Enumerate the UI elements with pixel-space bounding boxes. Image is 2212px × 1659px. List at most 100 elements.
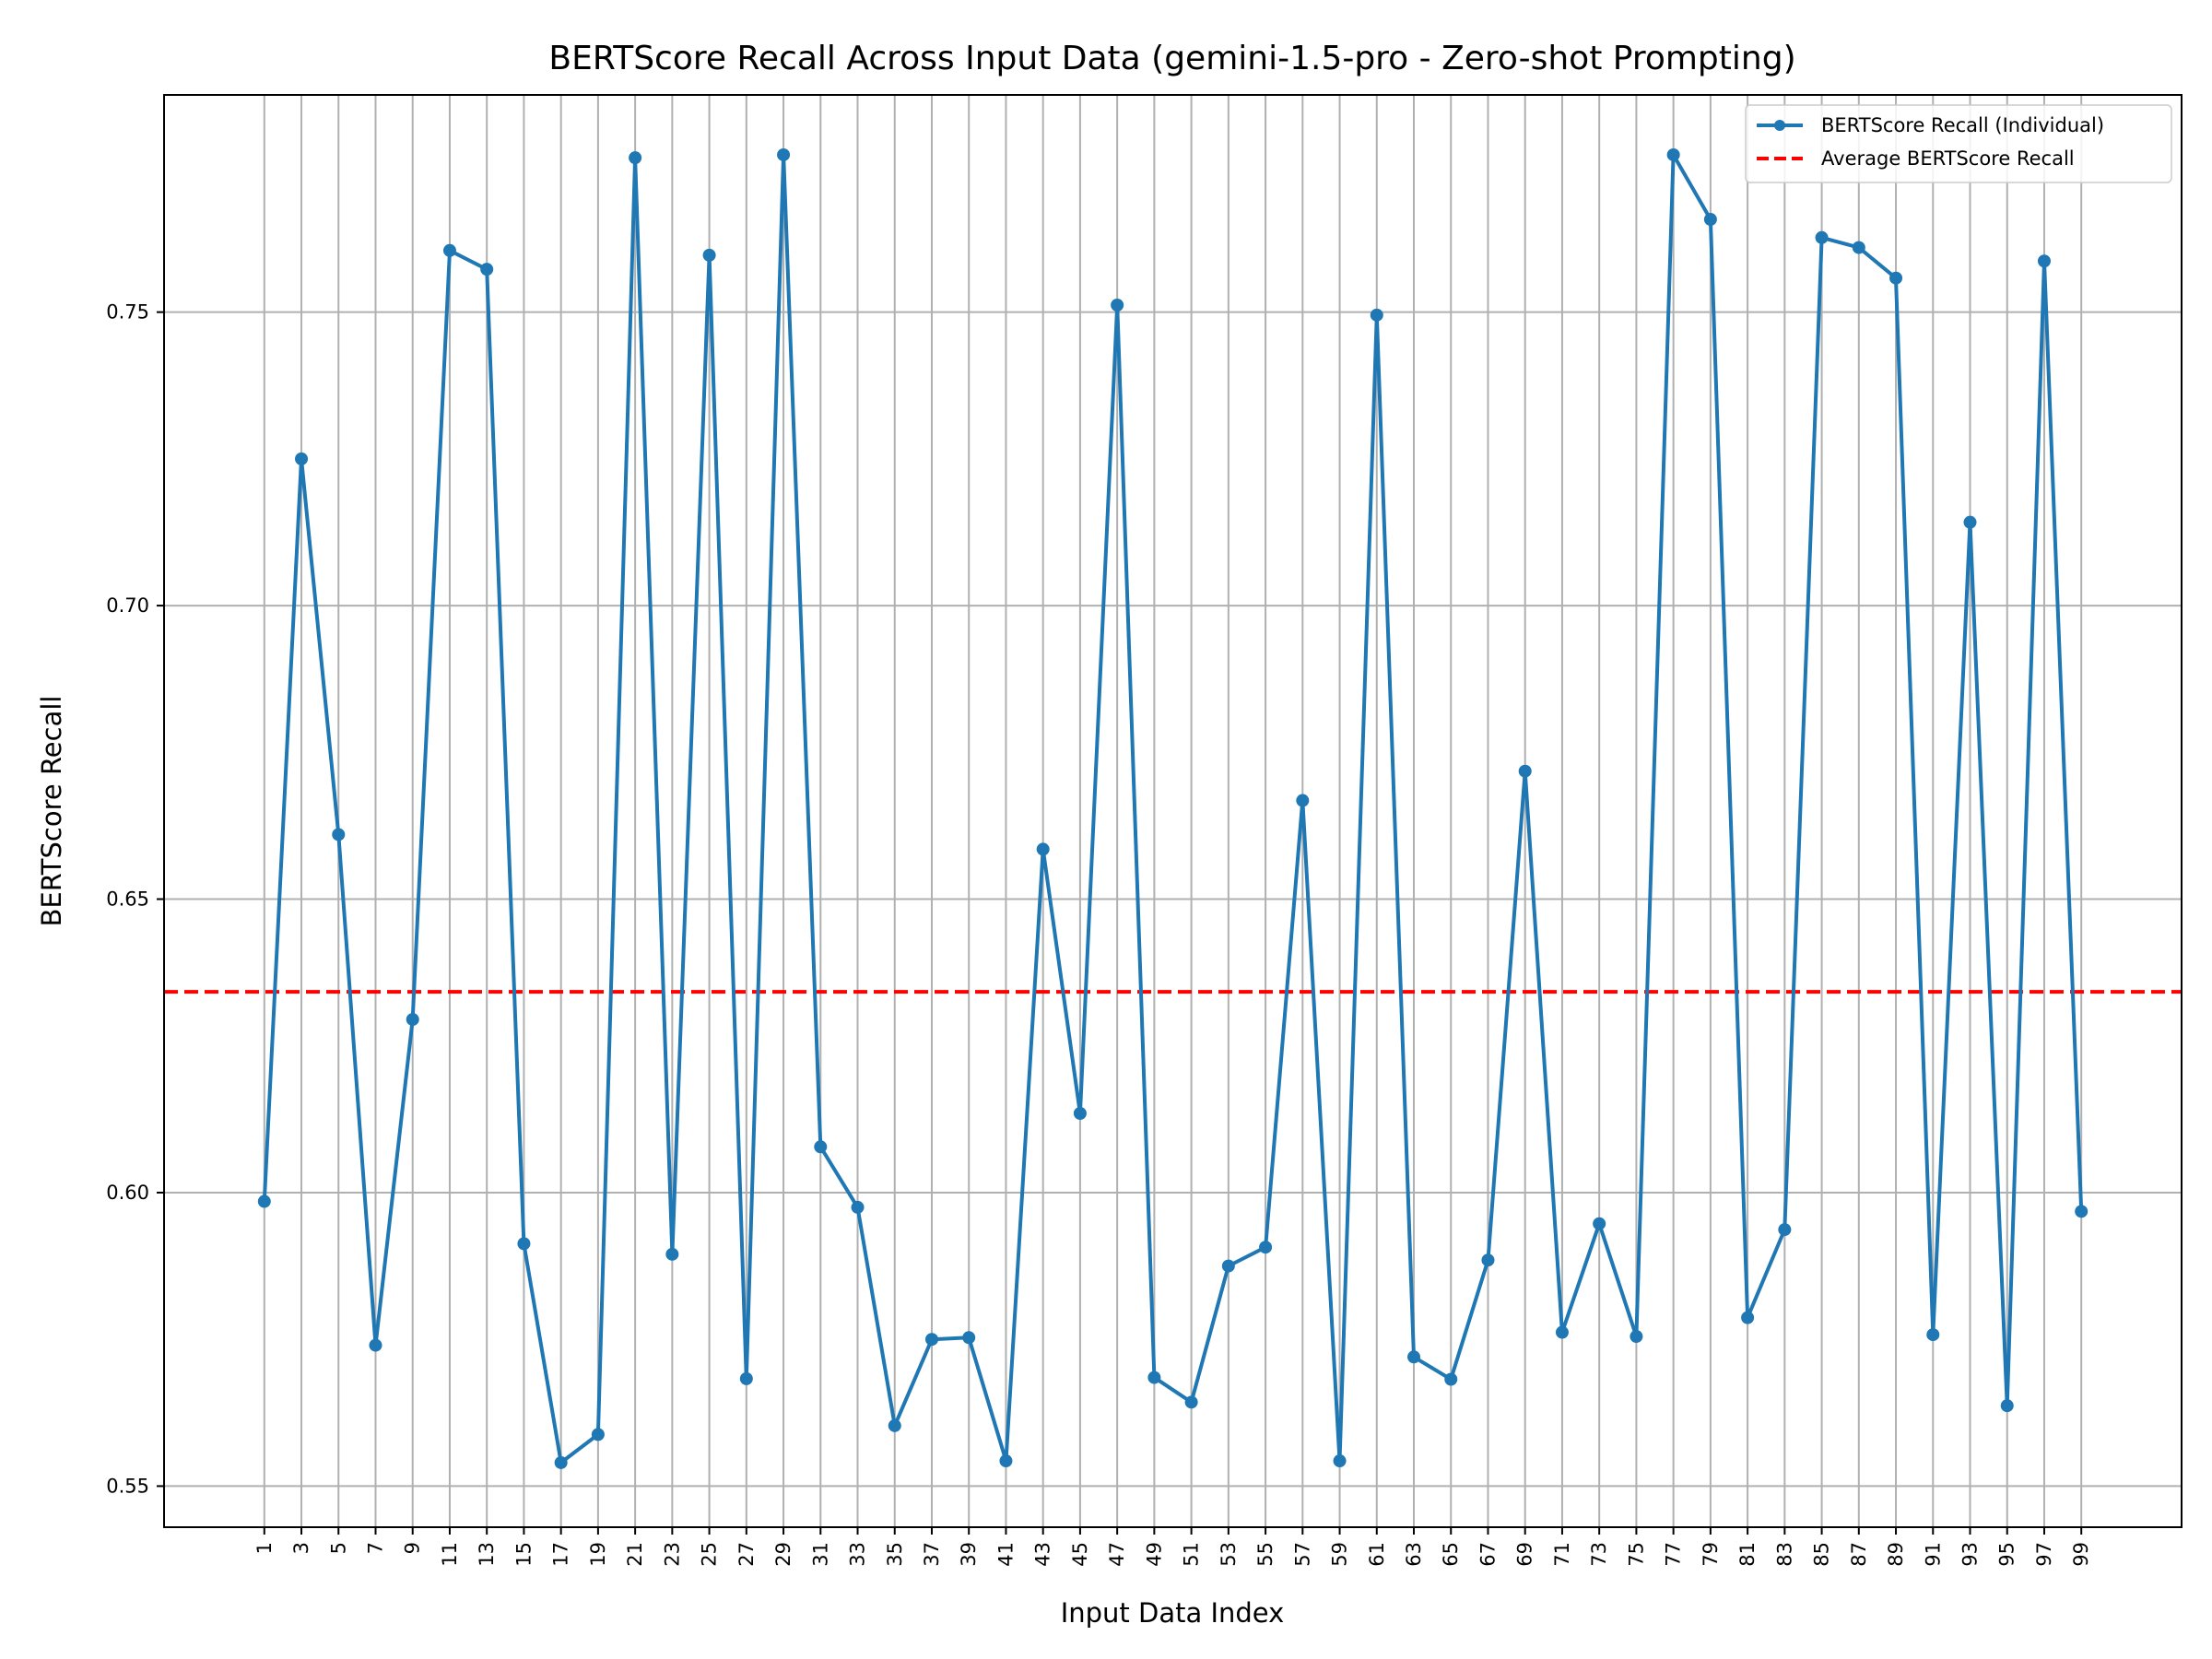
data-point [1666,147,1680,161]
data-point [1963,515,1977,529]
data-point [1296,794,1310,807]
x-tick-label: 45 [1069,1542,1091,1567]
data-point [1889,271,1903,285]
data-point [814,1140,828,1154]
data-point [1259,1241,1273,1254]
data-point [369,1338,382,1352]
legend-marker-individual-dot [1774,120,1785,131]
data-point [295,452,309,465]
x-tick-label: 51 [1181,1542,1203,1567]
data-point [1036,842,1050,856]
x-tick-label: 89 [1885,1542,1907,1567]
x-tick-label: 55 [1254,1542,1277,1567]
y-axis-label: BERTScore Recall [36,696,67,927]
data-point [924,1333,938,1347]
legend-frame [1745,104,2172,183]
data-point [1073,1106,1087,1120]
data-point [1815,230,1829,244]
data-point [1111,299,1124,312]
data-point [554,1455,568,1469]
y-tick-label: 0.55 [106,1475,149,1497]
x-tick-label: 79 [1700,1542,1722,1567]
data-point [1852,241,1865,254]
x-tick-label: 23 [661,1542,683,1567]
y-tick-label: 0.70 [106,594,149,617]
data-point [665,1247,679,1261]
data-point [1221,1259,1235,1273]
x-tick-label: 37 [921,1542,943,1567]
data-point [1333,1454,1347,1468]
data-point [1407,1350,1421,1364]
series-line-individual [262,153,2084,1465]
data-point [406,1013,419,1027]
x-tick-label: 57 [1291,1542,1313,1567]
x-tick-label: 71 [1551,1542,1573,1567]
series-layer [257,147,2088,1469]
x-tick-label: 85 [1811,1542,1833,1567]
x-tick-label: 3 [290,1542,312,1554]
x-tick-label: 83 [1773,1542,1795,1567]
data-point [1741,1311,1755,1324]
data-point [1593,1217,1606,1230]
x-tick-label: 33 [847,1542,869,1567]
legend-label-average: Average BERTScore Recall [1821,147,2075,170]
x-tick-label: 65 [1440,1542,1462,1567]
data-point [1184,1395,1198,1409]
data-point [1778,1223,1792,1237]
data-point [851,1200,865,1214]
data-point [442,243,456,257]
x-tick-label: 73 [1588,1542,1610,1567]
x-tick-label: 69 [1514,1542,1536,1567]
x-tick-label: 29 [772,1542,794,1567]
data-point [1926,1328,1940,1342]
data-point [332,828,346,841]
y-tick-label: 0.60 [106,1182,149,1204]
x-tick-label: 67 [1477,1542,1499,1567]
x-tick-label: 19 [587,1542,609,1567]
plot-area-frame [163,94,2183,1528]
data-point [2037,254,2051,268]
data-point [1481,1253,1495,1267]
x-tick-label: 21 [624,1542,646,1567]
x-tick-label: 9 [402,1542,424,1554]
data-point [629,151,642,165]
data-point [480,263,494,276]
x-tick-label: 99 [2070,1542,2092,1567]
chart-title: BERTScore Recall Across Input Data (gemi… [548,40,1795,77]
x-tick-label: 93 [1959,1542,1982,1567]
x-tick-label: 11 [439,1542,461,1567]
x-tick-label: 91 [1922,1542,1944,1567]
x-axis-label: Input Data Index [1061,1597,1285,1629]
data-point [517,1237,531,1251]
data-point [1370,308,1383,322]
data-point [888,1418,901,1432]
x-tick-label: 31 [809,1542,831,1567]
x-tick-label: 43 [1032,1542,1054,1567]
y-axis: 0.55 0.60 0.65 0.70 0.75 [106,301,164,1497]
x-tick-label: 35 [884,1542,906,1567]
x-tick-label: 75 [1625,1542,1647,1567]
y-tick-label: 0.75 [106,301,149,324]
x-tick-label: 41 [994,1542,1017,1567]
x-tick-label: 13 [476,1542,498,1567]
x-tick-label: 63 [1403,1542,1425,1567]
x-tick-label: 25 [699,1542,721,1567]
x-tick-label: 1 [253,1542,276,1554]
x-tick-label: 77 [1663,1542,1685,1567]
data-point [1444,1372,1458,1386]
data-point [739,1371,753,1385]
data-point [1147,1371,1161,1384]
data-point [257,1194,271,1208]
legend-label-individual: BERTScore Recall (Individual) [1821,114,2104,136]
x-tick-label: 97 [2033,1542,2055,1567]
data-point [999,1454,1013,1468]
x-tick-label: 17 [550,1542,572,1567]
x-tick-label: 53 [1218,1542,1240,1567]
x-tick-label: 5 [327,1542,349,1554]
data-point [2075,1205,2088,1218]
x-tick-label: 47 [1106,1542,1128,1567]
data-point [1555,1325,1569,1339]
x-tick-label: 95 [1996,1542,2018,1567]
